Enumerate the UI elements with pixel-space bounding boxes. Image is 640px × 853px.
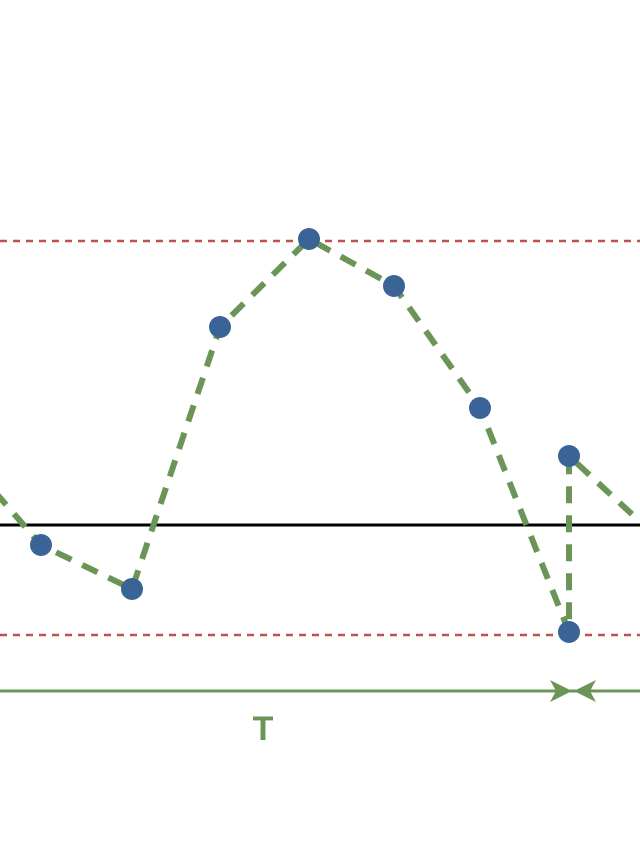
arrowhead-right-icon: [550, 680, 572, 702]
period-label: T: [253, 710, 274, 748]
sample-point: [469, 397, 491, 419]
sample-point: [298, 228, 320, 250]
arrowhead-left-icon: [574, 680, 596, 702]
sample-point: [121, 578, 143, 600]
period-arrow: [0, 680, 640, 702]
sample-point: [209, 316, 231, 338]
signal-line: [0, 236, 638, 635]
sample-point: [558, 621, 580, 643]
sample-point: [30, 534, 52, 556]
sample-point: [558, 445, 580, 467]
sample-point: [383, 275, 405, 297]
sample-markers: [30, 228, 580, 643]
